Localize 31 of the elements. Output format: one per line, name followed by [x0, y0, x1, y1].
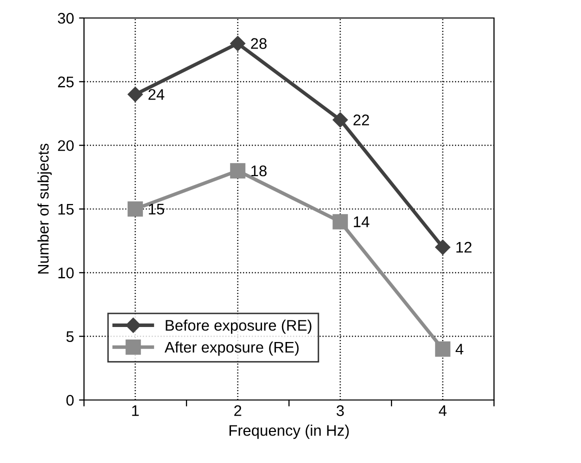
point — [435, 341, 450, 357]
data-label: 12 — [456, 242, 472, 253]
data-label: 24 — [148, 89, 164, 100]
y-tick-label: 30 — [58, 12, 74, 24]
data-label: 28 — [251, 38, 267, 49]
x-tick-label: 2 — [234, 405, 242, 416]
legend-label: Before exposure (RE) — [166, 320, 312, 334]
x-tick-label: 3 — [336, 405, 344, 416]
data-label: 15 — [148, 204, 164, 214]
point — [332, 112, 348, 128]
y-tick-label: 0 — [66, 394, 74, 406]
point — [230, 163, 246, 178]
point — [128, 201, 143, 217]
y-tick-label: 20 — [58, 140, 74, 152]
x-axis-title: Frequency (in Hz) — [230, 424, 349, 439]
y-axis-title: Number of subjects — [37, 144, 52, 274]
x-tick-label: 4 — [438, 405, 447, 416]
data-label: 18 — [251, 165, 267, 176]
point — [435, 240, 450, 255]
data-label: 22 — [354, 114, 369, 126]
x-tick-label: 1 — [132, 405, 139, 416]
point — [332, 214, 348, 230]
y-tick-label: 5 — [66, 331, 74, 342]
data-label: 4 — [456, 344, 464, 354]
data-label: 14 — [354, 216, 370, 228]
y-tick-label: 15 — [58, 204, 74, 215]
point — [230, 36, 246, 52]
legend-label: After exposure (RE) — [164, 341, 299, 356]
y-tick-label: 25 — [58, 76, 74, 88]
y-tick-label: 10 — [58, 268, 74, 278]
point — [128, 86, 143, 102]
